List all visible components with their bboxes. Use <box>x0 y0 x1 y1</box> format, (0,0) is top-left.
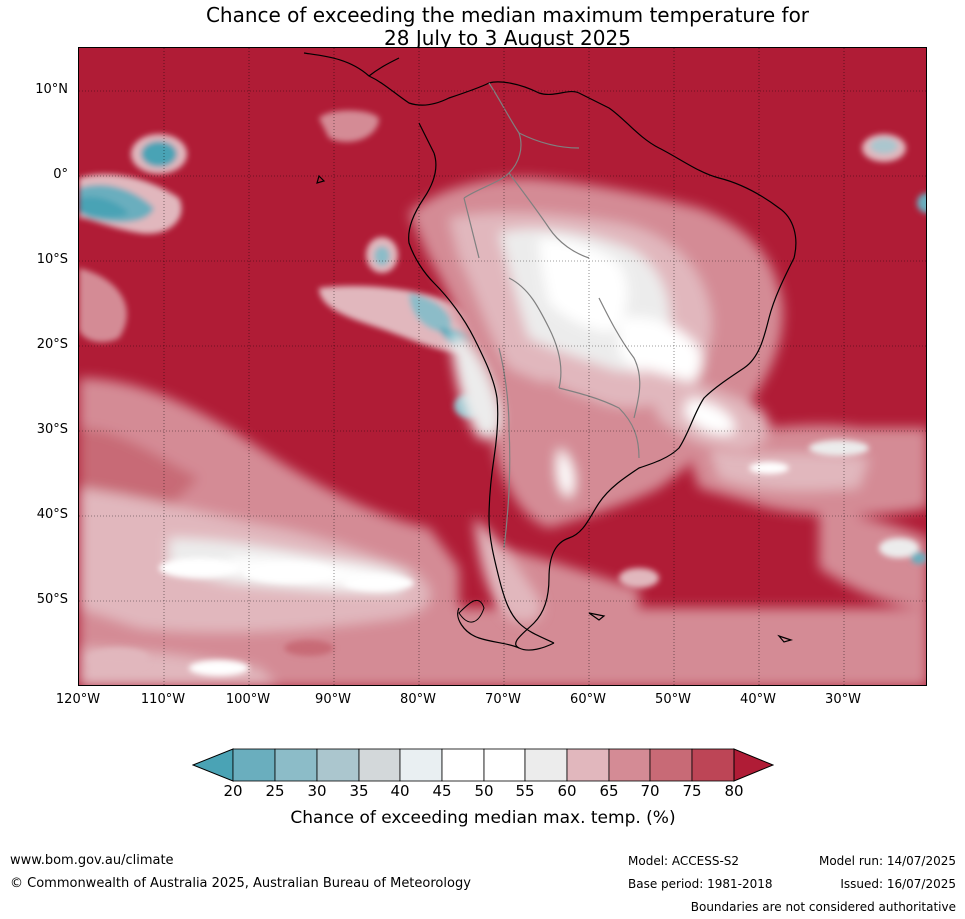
continent-anomaly-field <box>409 178 783 622</box>
tropical-pacific-anomalies <box>79 110 926 418</box>
lon-label-120w: 120°W <box>55 692 101 707</box>
colorbar-bin-60-65 <box>566 748 610 782</box>
lat-label-20s: 20°S <box>36 337 68 352</box>
colorbar-bin-45-50 <box>441 748 485 782</box>
colorbar-bin-40-45 <box>399 748 443 782</box>
colorbar-label: Chance of exceeding median max. temp. (%… <box>290 808 676 828</box>
colorbar-bin-20-25 <box>232 748 276 782</box>
colorbar-bin-55-60 <box>524 748 568 782</box>
lat-label-50s: 50°S <box>36 592 68 607</box>
colorbar-tick-25: 25 <box>265 782 285 800</box>
colorbar-svg <box>191 748 775 782</box>
colorbar-tick-75: 75 <box>682 782 702 800</box>
lat-label-40s: 40°S <box>36 507 68 522</box>
colorbar-tick-60: 60 <box>557 782 577 800</box>
colorbar-tick-20: 20 <box>223 782 243 800</box>
south-america-coastline <box>303 52 797 651</box>
colorbar-tick-70: 70 <box>640 782 660 800</box>
colorbar-bin-70-75 <box>649 748 693 782</box>
southern-ocean-detail <box>89 440 926 676</box>
issued-text: Issued: 16/07/2025 <box>840 877 956 891</box>
lon-label-110w: 110°W <box>140 692 186 707</box>
colorbar-bin-50-55 <box>483 748 526 782</box>
lat-label-10s: 10°S <box>36 252 68 267</box>
disclaimer-text: Boundaries are not considered authoritat… <box>690 900 956 914</box>
colorbar-tick-65: 65 <box>599 782 619 800</box>
colorbar-tick-30: 30 <box>307 782 327 800</box>
model-text: Model: ACCESS-S2 <box>628 854 740 868</box>
lon-label-30w: 30°W <box>825 692 861 707</box>
website-link[interactable]: www.bom.gov.au/climate <box>10 853 174 868</box>
title-line-2: 28 July to 3 August 2025 <box>384 26 631 50</box>
colorbar <box>191 747 775 783</box>
copyright-text: © Commonwealth of Australia 2025, Austra… <box>10 876 471 891</box>
lat-label-10n: 10°N <box>35 82 68 97</box>
map-title: Chance of exceeding the median maximum t… <box>0 4 965 50</box>
lon-label-80w: 80°W <box>400 692 436 707</box>
lon-label-40w: 40°W <box>740 692 776 707</box>
lon-label-50w: 50°W <box>655 692 691 707</box>
colorbar-tick-35: 35 <box>349 782 369 800</box>
lon-label-90w: 90°W <box>315 692 351 707</box>
colorbar-tick-80: 80 <box>724 782 744 800</box>
lon-label-60w: 60°W <box>570 692 606 707</box>
map-canvas <box>79 48 926 685</box>
colorbar-bin-75-80 <box>691 748 735 782</box>
colorbar-tick-40: 40 <box>390 782 410 800</box>
lat-label-equator: 0° <box>53 167 68 182</box>
title-line-1: Chance of exceeding the median maximum t… <box>205 3 810 27</box>
lon-label-100w: 100°W <box>225 692 271 707</box>
colorbar-over-arrow <box>733 748 775 782</box>
colorbar-bin-35-40 <box>358 748 401 782</box>
colorbar-tick-50: 50 <box>474 782 494 800</box>
colorbar-bin-65-70 <box>608 748 651 782</box>
colorbar-tick-55: 55 <box>515 782 535 800</box>
graticule <box>79 48 926 685</box>
base-period-text: Base period: 1981-2018 <box>628 877 773 891</box>
forecast-map <box>78 47 927 686</box>
lat-label-30s: 30°S <box>36 422 68 437</box>
lon-label-70w: 70°W <box>485 692 521 707</box>
colorbar-tick-45: 45 <box>432 782 452 800</box>
colorbar-under-arrow <box>191 748 234 782</box>
model-run-text: Model run: 14/07/2025 <box>818 854 956 868</box>
colorbar-bin-25-30 <box>274 748 318 782</box>
colorbar-bin-30-35 <box>316 748 360 782</box>
